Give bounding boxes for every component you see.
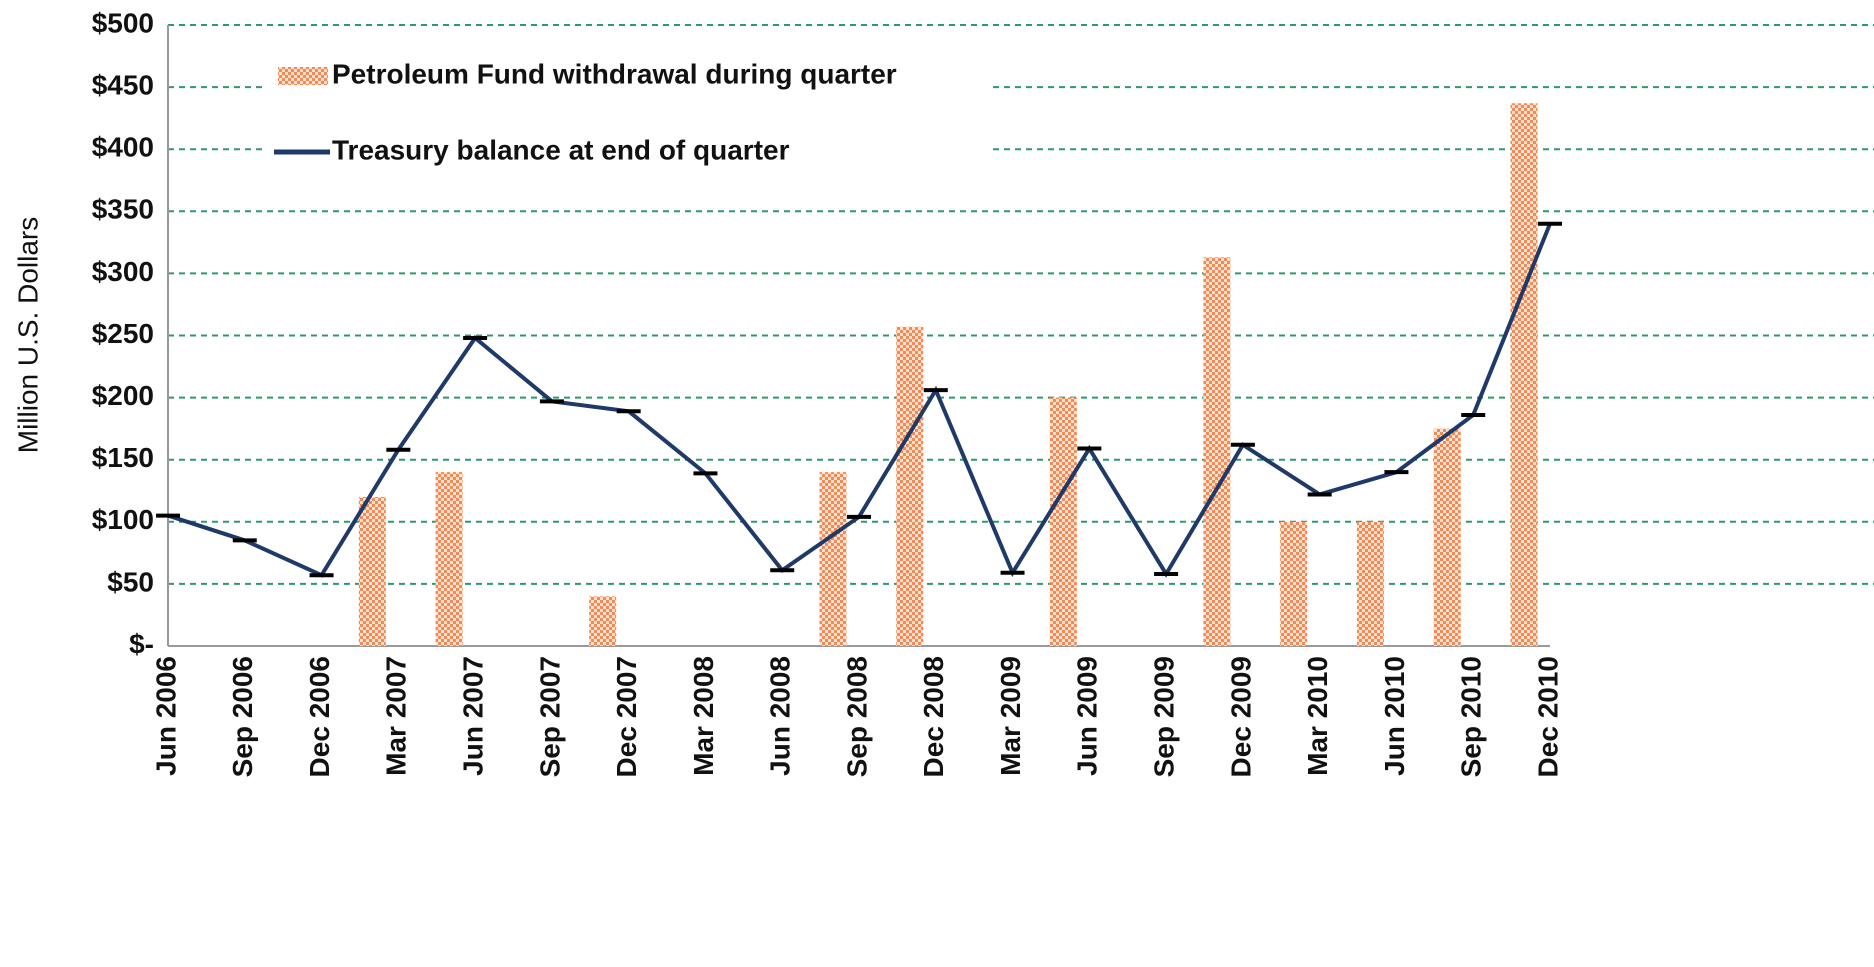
bar: [1280, 521, 1308, 646]
legend-label: Petroleum Fund withdrawal during quarter: [332, 58, 897, 89]
x-tick-label: Dec 2008: [918, 656, 949, 777]
y-tick-label: $250: [92, 318, 154, 349]
bar: [1510, 103, 1538, 647]
legend-label: Treasury balance at end of quarter: [332, 134, 790, 165]
x-tick-label: Jun 2007: [458, 656, 489, 776]
bar: [358, 496, 386, 646]
x-tick-label: Jun 2010: [1379, 656, 1410, 776]
x-tick-label: Sep 2009: [1149, 656, 1180, 777]
bar: [1203, 257, 1231, 646]
x-tick-label: Sep 2006: [227, 656, 258, 777]
y-tick-label: $150: [92, 442, 154, 473]
x-tick-label: Dec 2010: [1532, 656, 1563, 777]
y-tick-label: $200: [92, 380, 154, 411]
y-tick-label: $450: [92, 69, 154, 100]
x-tick-label: Mar 2007: [381, 656, 412, 776]
bar: [896, 326, 924, 646]
x-tick-label: Dec 2007: [611, 656, 642, 777]
y-tick-label: $350: [92, 194, 154, 225]
y-tick-label: $100: [92, 504, 154, 535]
x-tick-label: Mar 2009: [995, 656, 1026, 776]
y-tick-label: $400: [92, 132, 154, 163]
legend-box: [262, 50, 992, 180]
y-tick-label: $50: [107, 566, 154, 597]
x-tick-label: Sep 2010: [1456, 656, 1487, 777]
x-tick-label: Jun 2006: [150, 656, 181, 776]
x-tick-label: Sep 2008: [841, 656, 872, 777]
legend-swatch: [278, 67, 328, 85]
x-tick-label: Mar 2008: [688, 656, 719, 776]
bar: [819, 472, 847, 646]
bar: [1433, 428, 1461, 646]
x-tick-label: Dec 2009: [1225, 656, 1256, 777]
bar: [589, 596, 617, 646]
x-tick-label: Mar 2010: [1302, 656, 1333, 776]
bar: [435, 472, 463, 646]
y-axis-label: Million U.S. Dollars: [12, 217, 43, 454]
x-tick-label: Jun 2008: [765, 656, 796, 776]
y-tick-label: $300: [92, 256, 154, 287]
bar: [1049, 397, 1077, 646]
x-tick-label: Jun 2009: [1072, 656, 1103, 776]
x-tick-label: Sep 2007: [534, 656, 565, 777]
x-tick-label: Dec 2006: [304, 656, 335, 777]
bar: [1356, 521, 1384, 646]
y-tick-label: $500: [92, 7, 154, 38]
y-tick-label: $-: [129, 628, 154, 659]
